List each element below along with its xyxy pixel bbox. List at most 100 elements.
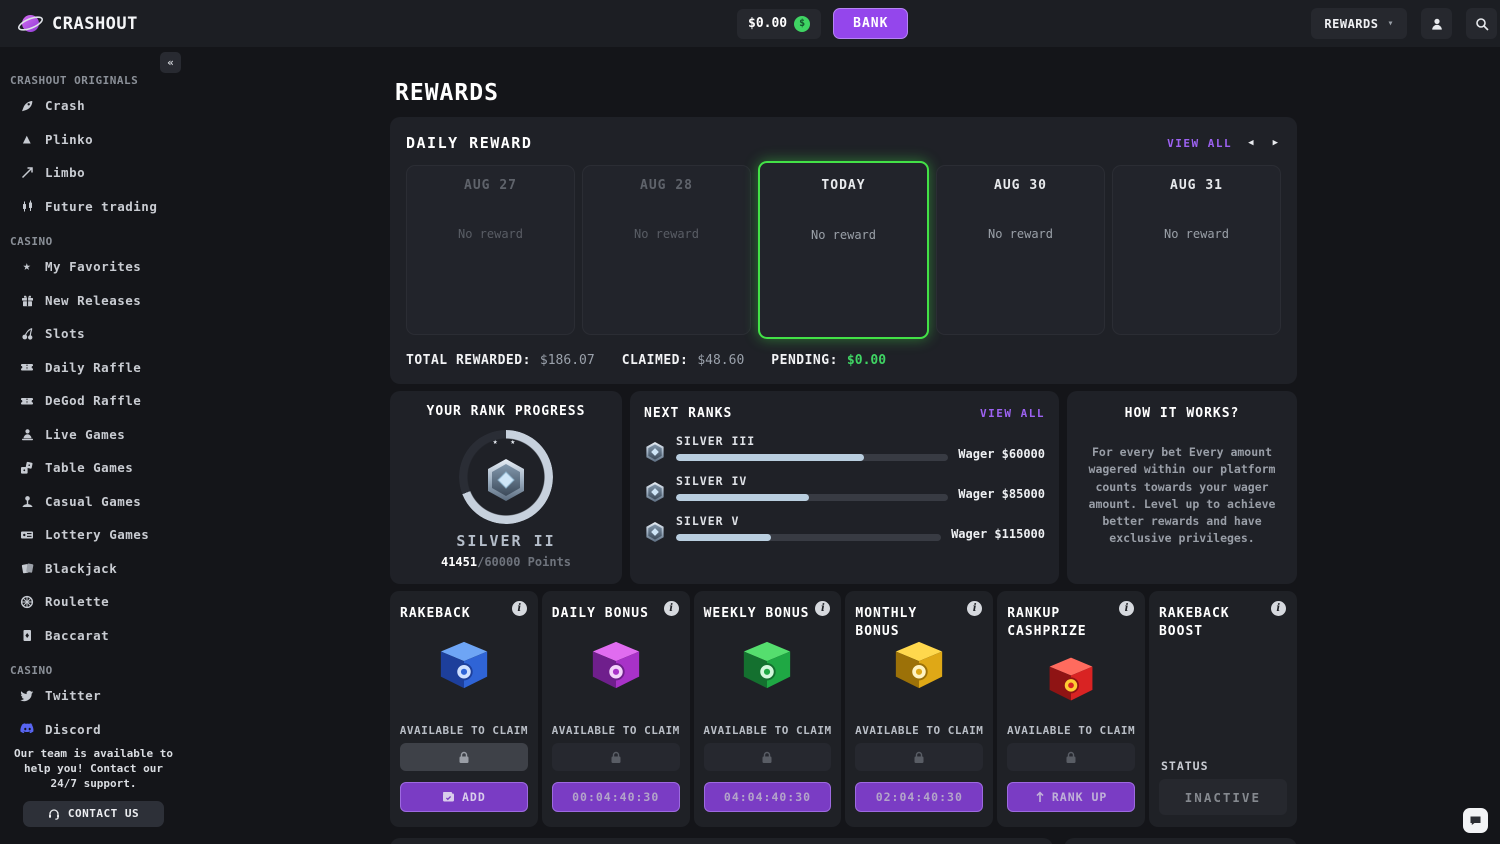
add-rakeback-button[interactable]: ADD — [400, 782, 528, 812]
sidebar-item-future-trading[interactable]: Future trading — [0, 190, 187, 224]
brand-logo[interactable]: CRASHOUT — [17, 0, 138, 47]
next-arrow-button[interactable]: ▶ — [1272, 138, 1278, 148]
day-card-aug-27[interactable]: AUG 27 No reward — [406, 165, 575, 335]
sidebar-item-slots[interactable]: Slots — [0, 317, 187, 351]
info-icon[interactable]: i — [967, 601, 983, 616]
chat-bubble-icon — [1469, 814, 1482, 827]
sidebar-item-live-games[interactable]: Live Games — [0, 418, 187, 452]
contact-us-label: CONTACT US — [67, 807, 140, 821]
sidebar-item-label: Daily Raffle — [45, 359, 142, 375]
sidebar-item-degod-raffle[interactable]: DeGod Raffle — [0, 384, 187, 418]
sidebar-item-label: Lottery Games — [45, 527, 150, 543]
info-icon[interactable]: i — [511, 601, 527, 616]
timer-label: 02:04:40:30 — [875, 790, 963, 804]
prev-arrow-button[interactable]: ◀ — [1248, 138, 1254, 148]
info-icon[interactable]: i — [815, 601, 831, 616]
daily-reward-view-all-link[interactable]: VIEW ALL — [1167, 136, 1233, 150]
section-label-originals: CRASHOUT ORIGINALS — [10, 74, 139, 87]
rank-progress-bar — [676, 534, 942, 541]
sidebar-item-plinko[interactable]: ▲ Plinko — [0, 123, 187, 157]
silver-rank-badge-icon — [644, 481, 668, 503]
day-card-aug-30[interactable]: AUG 30 No reward — [936, 165, 1105, 335]
lock-icon — [1065, 751, 1077, 764]
sidebar-item-label: Future trading — [45, 198, 158, 214]
lock-icon — [458, 751, 470, 764]
bank-button[interactable]: BANK — [833, 8, 909, 39]
sidebar-item-blackjack[interactable]: Blackjack — [0, 552, 187, 586]
daily-bonus-timer-button[interactable]: 00:04:40:30 — [551, 782, 680, 812]
rewards-dropdown-label: REWARDS — [1324, 16, 1379, 31]
next-section-panel — [1064, 838, 1297, 844]
rank-wager-requirement: Wager $60000 — [958, 447, 1045, 461]
timer-label: 04:04:40:30 — [723, 790, 812, 804]
day-card-aug-28[interactable]: AUG 28 No reward — [582, 165, 751, 335]
lock-icon — [913, 751, 925, 764]
top-header: CRASHOUT $0.00 $ BANK REWARDS ▾ — [0, 0, 1500, 47]
sidebar-item-twitter[interactable]: Twitter — [0, 679, 187, 713]
locked-claim-button[interactable] — [703, 743, 832, 771]
info-icon[interactable]: i — [663, 601, 679, 616]
info-icon[interactable]: i — [1270, 601, 1286, 616]
weekly-bonus-timer-button[interactable]: 04:04:40:30 — [703, 782, 832, 812]
add-button-label: ADD — [462, 790, 486, 804]
sidebar-item-baccarat[interactable]: Baccarat — [0, 619, 187, 653]
rank-wager-requirement: Wager $115000 — [951, 527, 1045, 541]
day-card-today[interactable]: TODAY No reward — [758, 161, 929, 339]
sidebar-item-table-games[interactable]: Table Games — [0, 451, 187, 485]
info-icon[interactable]: i — [1118, 601, 1134, 616]
sidebar-collapse-button[interactable]: « — [160, 52, 181, 73]
sidebar-item-label: Roulette — [45, 594, 110, 610]
chat-launcher-button[interactable] — [1463, 808, 1488, 833]
claimed-stat: CLAIMED: $48.60 — [622, 353, 745, 368]
search-button[interactable] — [1466, 8, 1497, 39]
silver-rank-badge-icon — [644, 441, 668, 463]
contact-us-button[interactable]: CONTACT US — [23, 800, 164, 827]
sidebar-item-my-favorites[interactable]: ★ My Favorites — [0, 250, 187, 284]
sidebar-item-daily-raffle[interactable]: Daily Raffle — [0, 351, 187, 385]
sidebar-item-crash[interactable]: Crash — [0, 89, 187, 123]
rank-name: SILVER IV — [676, 474, 748, 488]
next-section-panel — [390, 838, 1053, 844]
status-badge: INACTIVE — [1158, 779, 1287, 815]
locked-claim-button[interactable] — [551, 743, 680, 771]
sidebar-item-casual-games[interactable]: Casual Games — [0, 485, 187, 519]
sidebar-item-new-releases[interactable]: New Releases — [0, 284, 187, 318]
how-it-works-title: HOW IT WORKS? — [1124, 406, 1240, 421]
card-title: MONTHLY BONUS — [855, 606, 918, 639]
gold-chest-icon — [845, 639, 993, 693]
plinko-pyramid-icon: ▲ — [22, 131, 32, 147]
card-title: RANKUP CASHPRIZE — [1007, 606, 1087, 639]
sidebar-item-lottery-games[interactable]: Lottery Games — [0, 518, 187, 552]
roulette-wheel-icon — [19, 595, 35, 609]
sidebar-item-discord[interactable]: Discord — [0, 713, 187, 747]
sidebar-item-limbo[interactable]: Limbo — [0, 156, 187, 190]
sidebar-item-label: New Releases — [45, 292, 142, 308]
next-rank-row: SILVER III Wager $60000 — [644, 434, 1045, 463]
lock-icon — [761, 751, 773, 764]
weekly-bonus-card: WEEKLY BONUS i AVAILABLE TO CLAIM 04:04:… — [693, 591, 842, 827]
pending-label: PENDING: — [771, 353, 838, 368]
sidebar-item-label: Table Games — [45, 460, 134, 476]
profile-button[interactable] — [1421, 8, 1452, 39]
locked-claim-button[interactable] — [855, 743, 984, 771]
day-reward-text: No reward — [633, 227, 700, 241]
locked-claim-button[interactable] — [1007, 743, 1135, 771]
daily-reward-title: DAILY REWARD — [406, 134, 533, 152]
balance-display[interactable]: $0.00 $ — [737, 8, 822, 39]
claimed-label: CLAIMED: — [621, 353, 689, 368]
rewards-dropdown[interactable]: REWARDS ▾ — [1311, 8, 1407, 39]
sidebar-item-roulette[interactable]: Roulette — [0, 585, 187, 619]
locked-claim-button[interactable] — [400, 743, 528, 771]
pending-value: $0.00 — [846, 353, 887, 368]
wallet-icon — [442, 791, 455, 803]
discord-icon — [19, 723, 35, 735]
day-reward-text: No reward — [457, 227, 524, 241]
claim-status-label: AVAILABLE TO CLAIM — [551, 724, 680, 737]
daily-reward-panel: DAILY REWARD VIEW ALL ◀ ▶ AUG 27 No rewa… — [390, 117, 1297, 384]
next-ranks-view-all-link[interactable]: VIEW ALL — [980, 407, 1045, 420]
rank-up-button[interactable]: RANK UP — [1007, 782, 1135, 812]
day-card-aug-31[interactable]: AUG 31 No reward — [1112, 165, 1281, 335]
monthly-bonus-timer-button[interactable]: 02:04:40:30 — [855, 782, 984, 812]
chevron-down-icon: ▾ — [1387, 18, 1394, 29]
ticket-icon — [19, 394, 35, 408]
